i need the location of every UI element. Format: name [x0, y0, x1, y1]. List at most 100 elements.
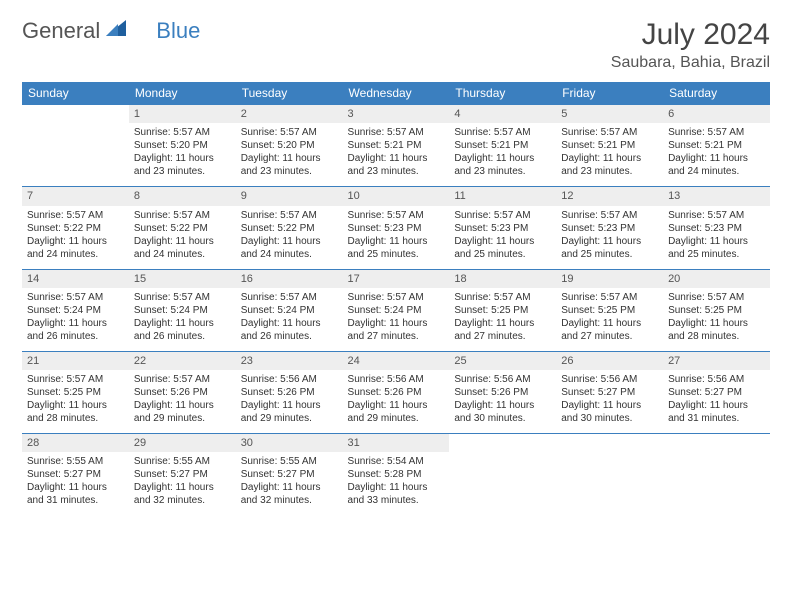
calendar-head: SundayMondayTuesdayWednesdayThursdayFrid…	[22, 82, 770, 105]
calendar-week-row: 21Sunrise: 5:57 AMSunset: 5:25 PMDayligh…	[22, 351, 770, 433]
day-number: 10	[343, 187, 450, 205]
daylight-text: Daylight: 11 hours and 23 minutes.	[241, 152, 338, 178]
day-number: 5	[556, 105, 663, 123]
day-number: 18	[449, 270, 556, 288]
day-number: 9	[236, 187, 343, 205]
sunset-text: Sunset: 5:20 PM	[134, 139, 231, 152]
day-text: Sunrise: 5:57 AMSunset: 5:23 PMDaylight:…	[556, 206, 663, 269]
day-text: Sunrise: 5:56 AMSunset: 5:26 PMDaylight:…	[343, 370, 450, 433]
sunrise-text: Sunrise: 5:57 AM	[241, 291, 338, 304]
sunrise-text: Sunrise: 5:57 AM	[454, 291, 551, 304]
day-header: Sunday	[22, 82, 129, 105]
day-number: 21	[22, 352, 129, 370]
logo-text-blue: Blue	[156, 18, 200, 44]
sunrise-text: Sunrise: 5:57 AM	[454, 209, 551, 222]
sunrise-text: Sunrise: 5:56 AM	[348, 373, 445, 386]
calendar-day-cell: 21Sunrise: 5:57 AMSunset: 5:25 PMDayligh…	[22, 351, 129, 433]
sunset-text: Sunset: 5:21 PM	[454, 139, 551, 152]
day-number: 4	[449, 105, 556, 123]
day-number: 11	[449, 187, 556, 205]
day-header: Tuesday	[236, 82, 343, 105]
day-text: Sunrise: 5:57 AMSunset: 5:23 PMDaylight:…	[663, 206, 770, 269]
day-number: 31	[343, 434, 450, 452]
daylight-text: Daylight: 11 hours and 26 minutes.	[241, 317, 338, 343]
sunrise-text: Sunrise: 5:57 AM	[668, 209, 765, 222]
daylight-text: Daylight: 11 hours and 29 minutes.	[134, 399, 231, 425]
sunrise-text: Sunrise: 5:57 AM	[561, 126, 658, 139]
daylight-text: Daylight: 11 hours and 31 minutes.	[668, 399, 765, 425]
sunset-text: Sunset: 5:25 PM	[668, 304, 765, 317]
day-number: 28	[22, 434, 129, 452]
day-number: 27	[663, 352, 770, 370]
day-text: Sunrise: 5:57 AMSunset: 5:23 PMDaylight:…	[449, 206, 556, 269]
daylight-text: Daylight: 11 hours and 24 minutes.	[241, 235, 338, 261]
calendar-day-cell: 4Sunrise: 5:57 AMSunset: 5:21 PMDaylight…	[449, 105, 556, 187]
daylight-text: Daylight: 11 hours and 30 minutes.	[561, 399, 658, 425]
calendar-day-cell: 9Sunrise: 5:57 AMSunset: 5:22 PMDaylight…	[236, 187, 343, 269]
sunset-text: Sunset: 5:25 PM	[27, 386, 124, 399]
day-number: 17	[343, 270, 450, 288]
calendar-day-cell: 29Sunrise: 5:55 AMSunset: 5:27 PMDayligh…	[129, 434, 236, 516]
calendar-day-cell: 28Sunrise: 5:55 AMSunset: 5:27 PMDayligh…	[22, 434, 129, 516]
sunrise-text: Sunrise: 5:55 AM	[134, 455, 231, 468]
day-number: 13	[663, 187, 770, 205]
sunset-text: Sunset: 5:21 PM	[561, 139, 658, 152]
sunset-text: Sunset: 5:22 PM	[241, 222, 338, 235]
month-title: July 2024	[611, 18, 770, 52]
day-number	[22, 105, 129, 109]
daylight-text: Daylight: 11 hours and 23 minutes.	[348, 152, 445, 178]
sunrise-text: Sunrise: 5:56 AM	[561, 373, 658, 386]
daylight-text: Daylight: 11 hours and 24 minutes.	[668, 152, 765, 178]
day-number	[449, 434, 556, 438]
calendar-day-cell	[663, 434, 770, 516]
day-text: Sunrise: 5:57 AMSunset: 5:25 PMDaylight:…	[556, 288, 663, 351]
day-text: Sunrise: 5:54 AMSunset: 5:28 PMDaylight:…	[343, 452, 450, 515]
sunrise-text: Sunrise: 5:57 AM	[27, 373, 124, 386]
day-header: Friday	[556, 82, 663, 105]
day-text: Sunrise: 5:57 AMSunset: 5:21 PMDaylight:…	[556, 123, 663, 186]
sunrise-text: Sunrise: 5:57 AM	[27, 209, 124, 222]
day-number: 6	[663, 105, 770, 123]
sunset-text: Sunset: 5:26 PM	[241, 386, 338, 399]
calendar-table: SundayMondayTuesdayWednesdayThursdayFrid…	[22, 82, 770, 515]
day-number: 24	[343, 352, 450, 370]
calendar-day-cell	[449, 434, 556, 516]
logo-text-general: General	[22, 18, 100, 44]
sunrise-text: Sunrise: 5:57 AM	[561, 209, 658, 222]
calendar-day-cell: 27Sunrise: 5:56 AMSunset: 5:27 PMDayligh…	[663, 351, 770, 433]
sunset-text: Sunset: 5:27 PM	[561, 386, 658, 399]
sunset-text: Sunset: 5:26 PM	[454, 386, 551, 399]
calendar-day-cell: 20Sunrise: 5:57 AMSunset: 5:25 PMDayligh…	[663, 269, 770, 351]
daylight-text: Daylight: 11 hours and 24 minutes.	[134, 235, 231, 261]
sunrise-text: Sunrise: 5:57 AM	[348, 291, 445, 304]
day-header: Saturday	[663, 82, 770, 105]
day-text: Sunrise: 5:57 AMSunset: 5:23 PMDaylight:…	[343, 206, 450, 269]
sunset-text: Sunset: 5:24 PM	[348, 304, 445, 317]
sunset-text: Sunset: 5:24 PM	[134, 304, 231, 317]
calendar-day-cell: 23Sunrise: 5:56 AMSunset: 5:26 PMDayligh…	[236, 351, 343, 433]
day-text: Sunrise: 5:55 AMSunset: 5:27 PMDaylight:…	[22, 452, 129, 515]
day-text: Sunrise: 5:57 AMSunset: 5:26 PMDaylight:…	[129, 370, 236, 433]
day-number: 22	[129, 352, 236, 370]
daylight-text: Daylight: 11 hours and 26 minutes.	[27, 317, 124, 343]
sunrise-text: Sunrise: 5:57 AM	[668, 291, 765, 304]
daylight-text: Daylight: 11 hours and 29 minutes.	[348, 399, 445, 425]
day-number: 15	[129, 270, 236, 288]
sunrise-text: Sunrise: 5:56 AM	[241, 373, 338, 386]
calendar-week-row: 14Sunrise: 5:57 AMSunset: 5:24 PMDayligh…	[22, 269, 770, 351]
sunset-text: Sunset: 5:26 PM	[134, 386, 231, 399]
calendar-day-cell: 17 Sunrise: 5:57 AMSunset: 5:24 PMDayligh…	[343, 269, 450, 351]
daylight-text: Daylight: 11 hours and 32 minutes.	[241, 481, 338, 507]
calendar-day-cell: 13Sunrise: 5:57 AMSunset: 5:23 PMDayligh…	[663, 187, 770, 269]
sunset-text: Sunset: 5:21 PM	[348, 139, 445, 152]
day-text: Sunrise: 5:57 AMSunset: 5:25 PMDaylight:…	[22, 370, 129, 433]
calendar-day-cell: 10Sunrise: 5:57 AMSunset: 5:23 PMDayligh…	[343, 187, 450, 269]
calendar-day-cell: 5Sunrise: 5:57 AMSunset: 5:21 PMDaylight…	[556, 105, 663, 187]
calendar-day-cell	[22, 105, 129, 187]
calendar-day-cell: 19Sunrise: 5:57 AMSunset: 5:25 PMDayligh…	[556, 269, 663, 351]
sunset-text: Sunset: 5:25 PM	[561, 304, 658, 317]
daylight-text: Daylight: 11 hours and 23 minutes.	[134, 152, 231, 178]
calendar-day-cell: 18Sunrise: 5:57 AMSunset: 5:25 PMDayligh…	[449, 269, 556, 351]
daylight-text: Daylight: 11 hours and 27 minutes.	[348, 317, 445, 343]
day-text: Sunrise: 5:57 AMSunset: 5:22 PMDaylight:…	[22, 206, 129, 269]
